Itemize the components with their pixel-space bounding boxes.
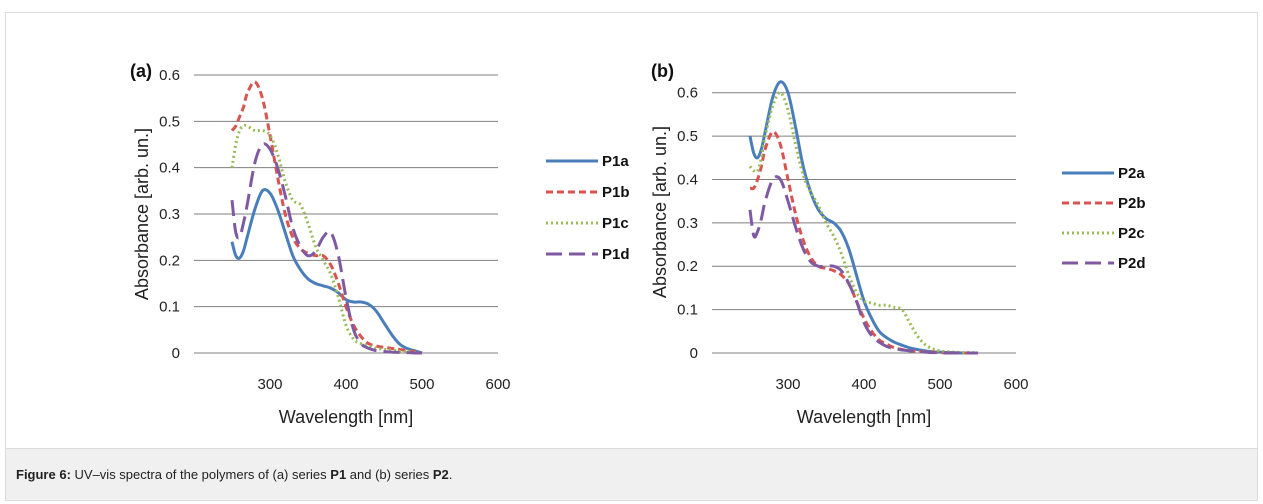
- series-line-p1b: [232, 82, 422, 353]
- y-tick-label: 0.4: [159, 160, 180, 177]
- legend-label-p2d: P2d: [1118, 255, 1146, 272]
- caption-text-2: and (b) series: [346, 467, 433, 482]
- y-axis-title: Absorbance [arb. un.]: [650, 126, 670, 298]
- x-axis-title: Wavelength [nm]: [797, 407, 931, 427]
- y-tick-label: 0.6: [159, 67, 180, 84]
- series-line-p2d: [750, 177, 978, 353]
- legend-label-p1b: P1b: [602, 184, 630, 201]
- caption-label: Figure 6:: [16, 467, 71, 482]
- panel-label: (a): [130, 61, 152, 81]
- chart-panel-b: 0 0.1 0.2 0.3 0.4 0.5 0.6 300 400 500 600 (b) Absorb…: [650, 61, 1146, 427]
- figure-frame: 0 0.1 0.2 0.3 0.4 0.5 0.6 300 400 500 600 (a) Absorb…: [5, 12, 1258, 501]
- legend-label-p1d: P1d: [602, 246, 630, 263]
- y-tick-label: 0.6: [677, 85, 698, 102]
- y-tick-label: 0.5: [677, 128, 698, 145]
- x-tick-label: 300: [257, 376, 282, 393]
- x-tick-label: 600: [485, 376, 510, 393]
- y-tick-label: 0.4: [677, 171, 698, 188]
- panel-label: (b): [651, 61, 674, 81]
- series-line-p1c: [232, 125, 422, 353]
- caption-series-p1: P1: [330, 467, 346, 482]
- x-axis-title: Wavelength [nm]: [279, 407, 413, 427]
- legend-label-p2a: P2a: [1118, 165, 1145, 182]
- caption-series-p2: P2: [433, 467, 449, 482]
- y-tick-label: 0.5: [159, 113, 180, 130]
- chart-panel-a: 0 0.1 0.2 0.3 0.4 0.5 0.6 300 400 500 600 (a) Absorb…: [130, 61, 630, 427]
- series-line-p2a: [750, 82, 978, 353]
- y-tick-label: 0.1: [159, 299, 180, 316]
- figure-charts: 0 0.1 0.2 0.3 0.4 0.5 0.6 300 400 500 600 (a) Absorb…: [6, 13, 1259, 450]
- x-tick-label: 300: [775, 376, 800, 393]
- y-tick-label: 0.2: [677, 258, 698, 275]
- y-tick-label: 0: [690, 345, 698, 362]
- x-tick-label: 400: [333, 376, 358, 393]
- series-line-p1d: [232, 144, 422, 353]
- figure-caption: Figure 6: UV–vis spectra of the polymers…: [6, 448, 1257, 500]
- x-tick-label: 400: [851, 376, 876, 393]
- y-axis-title: Absorbance [arb. un.]: [132, 128, 152, 300]
- legend-label-p1a: P1a: [602, 153, 629, 170]
- y-tick-label: 0.3: [677, 215, 698, 232]
- x-tick-label: 500: [927, 376, 952, 393]
- caption-text-3: .: [449, 467, 453, 482]
- y-tick-label: 0.2: [159, 252, 180, 269]
- y-tick-label: 0.1: [677, 302, 698, 319]
- caption-text-1: UV–vis spectra of the polymers of (a) se…: [71, 467, 330, 482]
- legend-label-p1c: P1c: [602, 215, 629, 232]
- legend-label-p2b: P2b: [1118, 195, 1146, 212]
- y-tick-label: 0: [172, 345, 180, 362]
- legend-label-p2c: P2c: [1118, 225, 1145, 242]
- y-tick-label: 0.3: [159, 206, 180, 223]
- x-tick-label: 500: [409, 376, 434, 393]
- series-line-p2b: [750, 132, 978, 353]
- x-tick-label: 600: [1003, 376, 1028, 393]
